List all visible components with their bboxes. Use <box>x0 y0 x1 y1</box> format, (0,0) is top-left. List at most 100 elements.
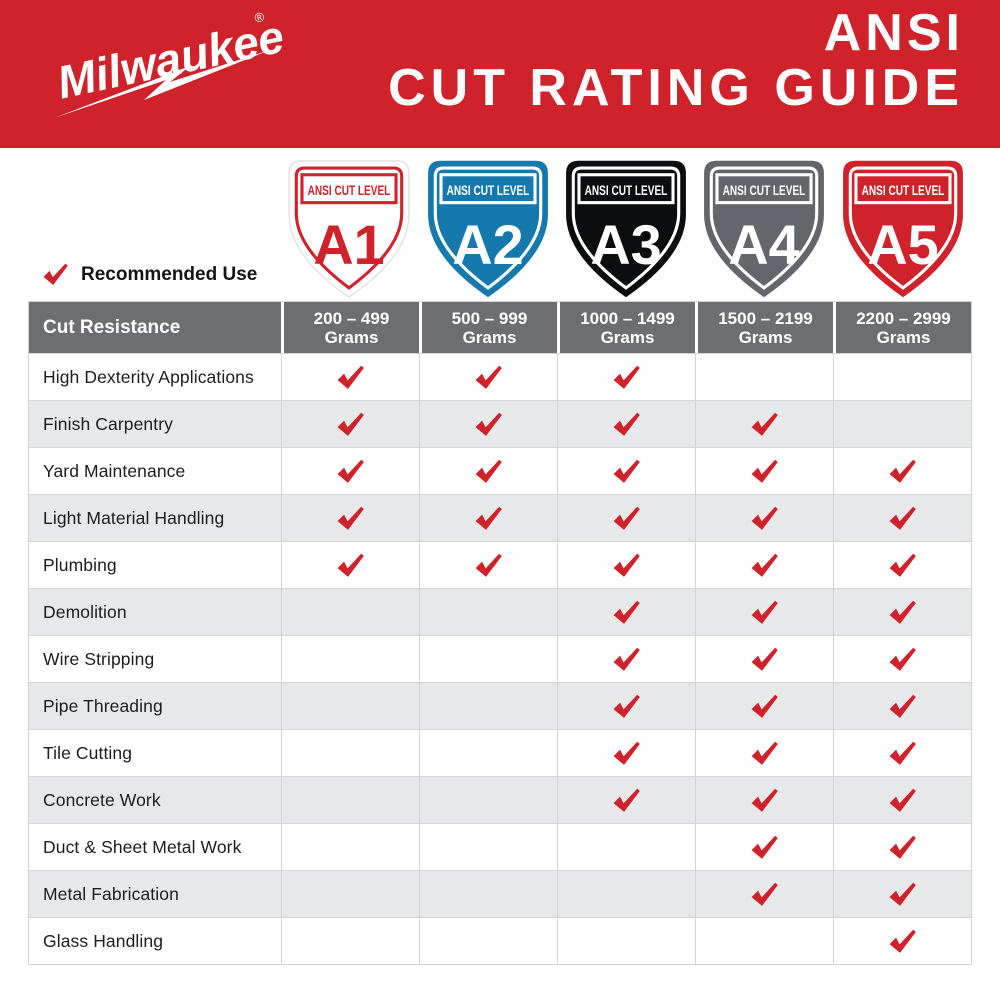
shield-slot-a5: ANSI CUT LEVEL A5 <box>834 158 972 300</box>
check-cell <box>695 823 833 870</box>
table-row: Pipe Threading <box>29 682 971 729</box>
check-cell <box>695 729 833 776</box>
checkmark-icon <box>889 600 916 624</box>
check-cell <box>281 447 419 494</box>
checkmark-icon <box>889 929 916 953</box>
empty-cell <box>281 682 419 729</box>
checkmark-icon <box>475 553 502 577</box>
table-row: Plumbing <box>29 541 971 588</box>
table-body: High Dexterity Applications Finish Carpen… <box>29 353 971 964</box>
check-cell <box>557 729 695 776</box>
column-header: 200 – 499 Grams <box>281 302 419 353</box>
empty-cell <box>281 588 419 635</box>
checkmark-icon <box>613 412 640 436</box>
empty-cell <box>557 917 695 964</box>
column-header: 1000 – 1499 Grams <box>557 302 695 353</box>
shield-slot-a2: ANSI CUT LEVEL A2 <box>418 158 556 300</box>
shield-band-label: ANSI CUT LEVEL <box>723 183 806 198</box>
checkmark-icon <box>475 412 502 436</box>
check-cell <box>695 776 833 823</box>
check-cell <box>557 494 695 541</box>
shield-level-label: A3 <box>590 213 661 276</box>
table-row: Finish Carpentry <box>29 400 971 447</box>
empty-cell <box>281 776 419 823</box>
row-label: Finish Carpentry <box>29 400 281 447</box>
empty-cell <box>557 870 695 917</box>
check-cell <box>419 400 557 447</box>
check-cell <box>833 776 971 823</box>
check-cell <box>557 541 695 588</box>
check-cell <box>557 682 695 729</box>
check-cell <box>695 447 833 494</box>
row-label: Tile Cutting <box>29 729 281 776</box>
check-cell <box>833 823 971 870</box>
check-cell <box>419 494 557 541</box>
checkmark-icon <box>475 365 502 389</box>
shield-band-label: ANSI CUT LEVEL <box>446 183 529 198</box>
checkmark-icon <box>613 600 640 624</box>
check-cell <box>833 682 971 729</box>
shield-band-label: ANSI CUT LEVEL <box>585 183 668 198</box>
empty-cell <box>419 682 557 729</box>
checkmark-icon <box>337 506 364 530</box>
check-cell <box>557 635 695 682</box>
table-row: Metal Fabrication <box>29 870 971 917</box>
ansi-cut-level-a3-shield-icon: ANSI CUT LEVEL A3 <box>566 160 686 298</box>
empty-cell <box>281 870 419 917</box>
check-cell <box>419 353 557 400</box>
check-cell <box>557 353 695 400</box>
check-cell <box>557 400 695 447</box>
check-cell <box>419 447 557 494</box>
empty-cell <box>281 823 419 870</box>
registered-mark: ® <box>253 12 266 26</box>
check-cell <box>557 447 695 494</box>
table-row: Demolition <box>29 588 971 635</box>
check-cell <box>281 353 419 400</box>
column-header: 2200 – 2999 Grams <box>833 302 971 353</box>
checkmark-icon <box>43 263 68 286</box>
shield-level-label: A5 <box>867 213 938 276</box>
checkmark-icon <box>613 647 640 671</box>
ansi-cut-level-a4-shield-icon: ANSI CUT LEVEL A4 <box>704 160 825 298</box>
empty-cell <box>419 729 557 776</box>
shield-band-label: ANSI CUT LEVEL <box>308 183 391 198</box>
table-row: Glass Handling <box>29 917 971 964</box>
check-cell <box>281 400 419 447</box>
empty-cell <box>281 917 419 964</box>
empty-cell <box>419 776 557 823</box>
title-line-2: CUT RATING GUIDE <box>388 59 964 117</box>
empty-cell <box>419 823 557 870</box>
ansi-cut-level-a2-shield-icon: ANSI CUT LEVEL A2 <box>427 160 548 298</box>
check-cell <box>557 588 695 635</box>
checkmark-icon <box>337 412 364 436</box>
checkmark-icon <box>751 600 778 624</box>
check-cell <box>281 494 419 541</box>
row-label: Light Material Handling <box>29 494 281 541</box>
checkmark-icon <box>889 741 916 765</box>
check-cell <box>557 776 695 823</box>
shield-band-label: ANSI CUT LEVEL <box>861 183 944 198</box>
empty-cell <box>833 353 971 400</box>
lightning-bolt-icon <box>54 50 270 118</box>
shield-slot-a3: ANSI CUT LEVEL A3 <box>557 158 695 300</box>
checkmark-icon <box>751 835 778 859</box>
check-cell <box>695 494 833 541</box>
checkmark-icon <box>889 694 916 718</box>
checkmark-icon <box>613 506 640 530</box>
column-header: 1500 – 2199 Grams <box>695 302 833 353</box>
check-cell <box>281 541 419 588</box>
checkmark-icon <box>751 459 778 483</box>
checkmark-icon <box>889 882 916 906</box>
header-banner: Milwaukee ® ANSI CUT RATING GUIDE <box>0 0 1000 148</box>
checkmark-icon <box>751 788 778 812</box>
check-cell <box>695 870 833 917</box>
checkmark-icon <box>475 459 502 483</box>
checkmark-icon <box>751 412 778 436</box>
check-cell <box>833 447 971 494</box>
checkmark-icon <box>613 694 640 718</box>
checkmark-icon <box>337 553 364 577</box>
checkmark-icon <box>475 506 502 530</box>
empty-cell <box>419 588 557 635</box>
check-cell <box>695 588 833 635</box>
checkmark-icon <box>751 553 778 577</box>
